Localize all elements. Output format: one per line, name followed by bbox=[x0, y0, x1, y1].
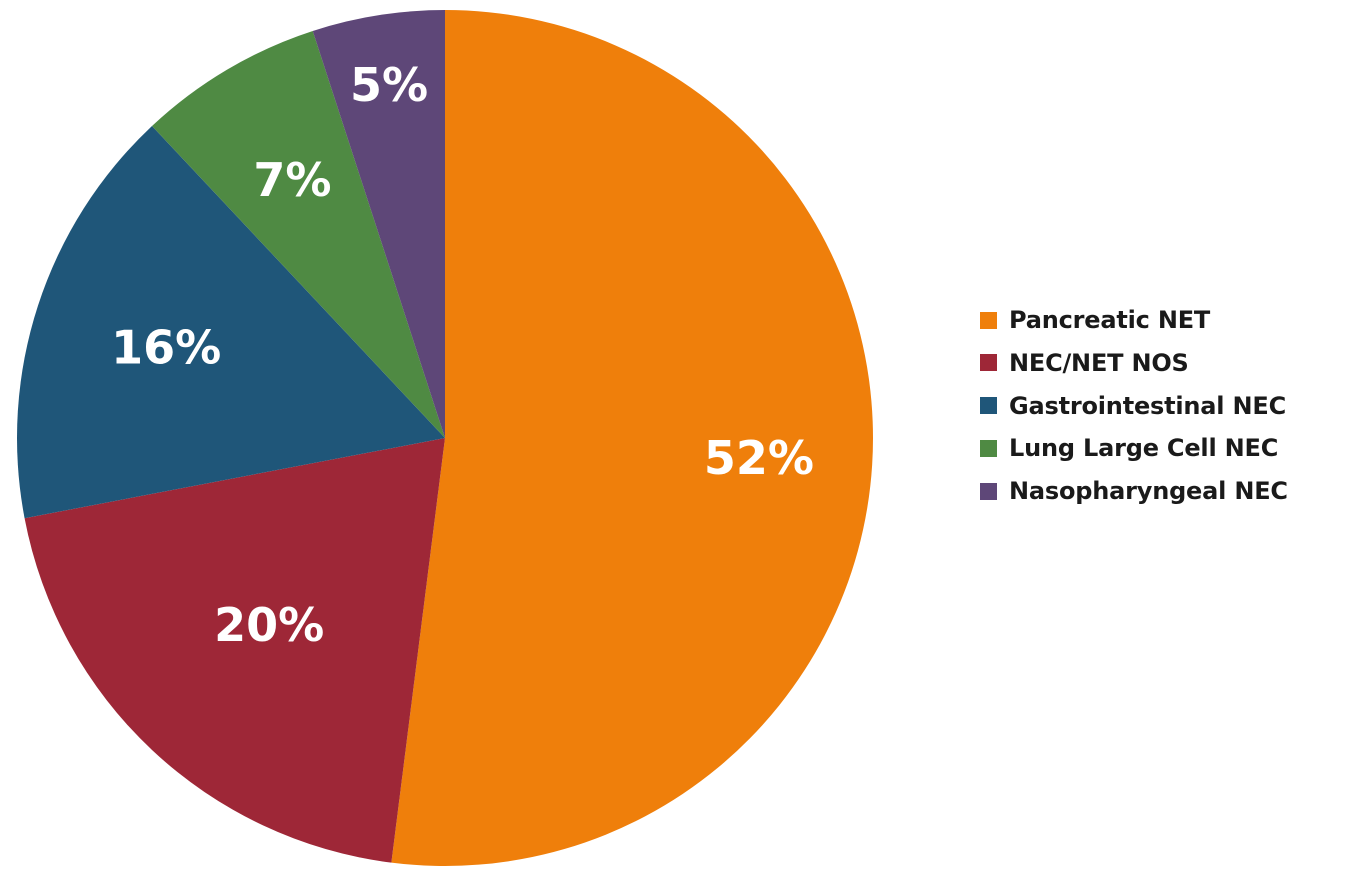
pie-data-labels: 52% 20% 16% 7% 5% bbox=[111, 58, 814, 652]
pie-slice-pancreatic-net bbox=[391, 9, 874, 866]
legend-item: Nasopharyngeal NEC bbox=[980, 476, 1340, 506]
data-label-gastrointestinal-nec: 16% bbox=[111, 320, 221, 374]
legend-label: Lung Large Cell NEC bbox=[1009, 434, 1279, 463]
legend-item: NEC/NET NOS bbox=[980, 348, 1340, 378]
legend-swatch bbox=[980, 354, 997, 372]
legend-label: Pancreatic NET bbox=[1009, 306, 1211, 334]
data-label-nec-net-nos: 20% bbox=[214, 598, 324, 652]
legend-label: Nasopharyngeal NEC bbox=[1009, 477, 1288, 505]
legend-swatch bbox=[980, 397, 997, 414]
pie-slice-lung-large-cell-nec bbox=[152, 30, 445, 438]
legend-swatch bbox=[980, 482, 997, 500]
data-label-nasopharyngeal-nec: 5% bbox=[350, 58, 428, 112]
pie-slices bbox=[17, 9, 874, 866]
legend-swatch bbox=[980, 439, 997, 457]
data-label-lung-large-cell-nec: 7% bbox=[253, 153, 331, 207]
legend-item: Gastrointestinal NEC bbox=[980, 391, 1340, 421]
legend: Pancreatic NET NEC/NET NOS Gastrointestina… bbox=[980, 305, 1340, 519]
legend-label: NEC/NET NOS bbox=[1009, 348, 1189, 377]
legend-item: Pancreatic NET bbox=[980, 305, 1340, 335]
pie-slice-gastrointestinal-nec bbox=[17, 126, 445, 519]
pie-slice-nec-net-nos bbox=[24, 438, 446, 863]
legend-swatch bbox=[980, 311, 997, 329]
data-label-pancreatic-net: 52% bbox=[704, 431, 814, 485]
legend-item: Lung Large Cell NEC bbox=[980, 433, 1340, 463]
pie-slice-nasopharyngeal-nec bbox=[312, 10, 445, 438]
legend-label: Gastrointestinal NEC bbox=[1009, 391, 1286, 420]
